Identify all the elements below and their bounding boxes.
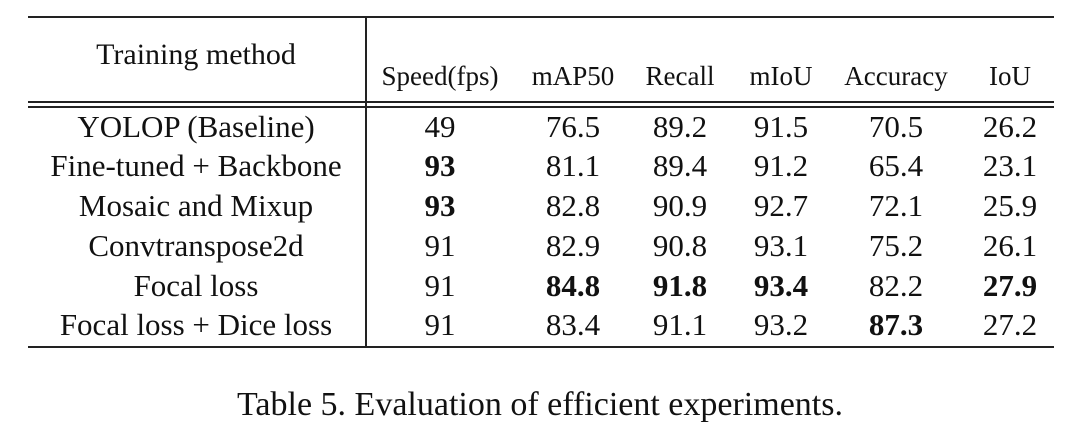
header-map50: mAP50 — [531, 61, 615, 91]
header-recall: Recall — [645, 61, 715, 91]
cell-iou: 25.9 — [982, 188, 1038, 223]
cell-accuracy: 87.3 — [868, 307, 924, 342]
cell-miou: 93.1 — [753, 228, 809, 263]
cell-accuracy: 82.2 — [868, 268, 924, 303]
cell-map50: 83.4 — [545, 307, 601, 342]
cell-accuracy: 65.4 — [868, 148, 924, 183]
cell-miou: 92.7 — [753, 188, 809, 223]
header-training-method: Training method — [96, 38, 296, 71]
cell-recall: 90.8 — [652, 228, 708, 263]
row-method-label: Mosaic and Mixup — [78, 188, 314, 223]
cell-recall: 91.8 — [652, 268, 708, 303]
cell-miou: 93.2 — [753, 307, 809, 342]
row-method-label: Focal loss — [133, 268, 259, 303]
cell-recall: 89.4 — [652, 148, 708, 183]
cell-miou: 91.2 — [753, 148, 809, 183]
cell-map50: 84.8 — [545, 268, 601, 303]
cell-accuracy: 75.2 — [868, 228, 924, 263]
cell-recall: 89.2 — [652, 109, 708, 144]
cell-iou: 27.2 — [982, 307, 1038, 342]
cell-recall: 90.9 — [652, 188, 708, 223]
cell-miou: 91.5 — [753, 109, 809, 144]
cell-map50: 82.9 — [545, 228, 601, 263]
cell-map50: 76.5 — [545, 109, 601, 144]
cell-accuracy: 70.5 — [868, 109, 924, 144]
cell-iou: 26.2 — [982, 109, 1038, 144]
header-miou: mIoU — [749, 61, 813, 91]
cell-speed: 93 — [424, 188, 456, 223]
header-iou: IoU — [989, 61, 1031, 91]
table-bottom-rule — [28, 346, 1054, 348]
row-method-label: YOLOP (Baseline) — [77, 109, 315, 144]
table-header-rule-lower — [28, 106, 1054, 108]
cell-iou: 26.1 — [982, 228, 1038, 263]
cell-speed: 93 — [424, 148, 456, 183]
cell-speed: 91 — [424, 228, 456, 263]
table-top-rule — [28, 16, 1054, 18]
cell-recall: 91.1 — [652, 307, 708, 342]
table-column-divider — [365, 17, 367, 347]
cell-iou: 23.1 — [982, 148, 1038, 183]
cell-accuracy: 72.1 — [868, 188, 924, 223]
header-accuracy: Accuracy — [844, 61, 948, 91]
header-speed: Speed(fps) — [381, 61, 499, 91]
row-method-label: Fine-tuned + Backbone — [50, 148, 342, 183]
cell-map50: 82.8 — [545, 188, 601, 223]
cell-speed: 49 — [424, 109, 456, 144]
row-method-label: Convtranspose2d — [88, 228, 304, 263]
cell-iou: 27.9 — [982, 268, 1038, 303]
table-header-rule-upper — [28, 101, 1054, 103]
row-method-label: Focal loss + Dice loss — [59, 307, 333, 342]
cell-map50: 81.1 — [545, 148, 601, 183]
cell-miou: 93.4 — [753, 268, 809, 303]
table-caption: Table 5. Evaluation of efficient experim… — [237, 386, 843, 423]
cell-speed: 91 — [424, 268, 456, 303]
cell-speed: 91 — [424, 307, 456, 342]
